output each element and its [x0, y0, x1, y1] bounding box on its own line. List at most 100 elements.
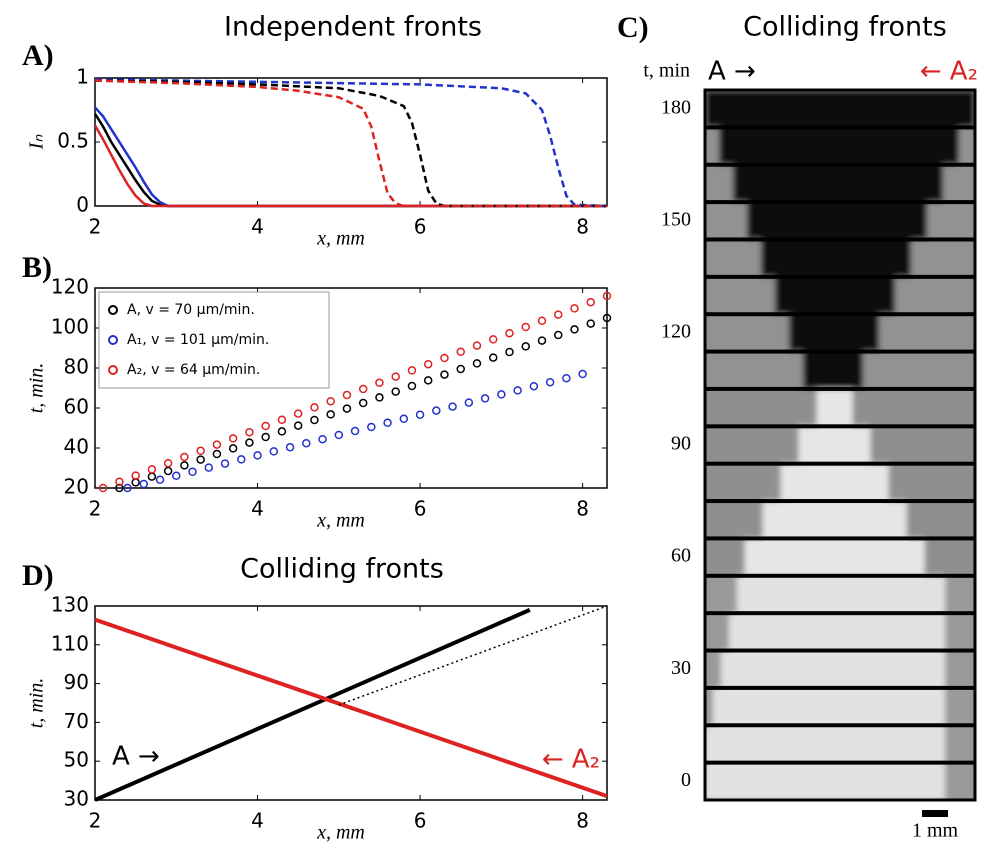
y-tick-label: 120 [51, 275, 89, 299]
kymo-dark [733, 165, 943, 202]
panel-label: A) [22, 39, 54, 72]
kymo-separator [705, 649, 975, 653]
kymo-separator [705, 237, 975, 241]
x-tick-label: 6 [414, 215, 427, 239]
x-tick-label: 8 [576, 497, 589, 521]
kymo-bright [705, 725, 975, 762]
panel-title: Colliding fronts [743, 12, 947, 43]
panel-label: C) [617, 11, 649, 44]
x-tick-label: 6 [414, 497, 427, 521]
kymo-bright [705, 651, 975, 688]
annotation: A → [112, 742, 160, 772]
kymo-bright [817, 389, 853, 426]
y-tick-label: 0.5 [57, 129, 89, 153]
y-tick-label: 70 [64, 709, 89, 733]
x-axis-label: x, mm [316, 228, 365, 250]
y-tick-label: 30 [671, 657, 691, 679]
kymo-separator [705, 163, 975, 167]
kymo-separator [705, 424, 975, 428]
y-tick-label: 1 [76, 65, 89, 89]
y-tick-label: 50 [64, 748, 89, 772]
annotation: ← A₂ [542, 745, 600, 775]
kymo-separator [705, 312, 975, 316]
kymo-bright [763, 501, 907, 538]
kymo-separator [705, 611, 975, 615]
kymo-separator [705, 686, 975, 690]
y-axis-label: t, min [643, 60, 690, 82]
y-tick-label: 90 [64, 670, 89, 694]
kymo-separator [705, 387, 975, 391]
kymo-dark [719, 127, 959, 164]
y-tick-label: 90 [671, 433, 691, 455]
y-tick-label: 60 [671, 545, 691, 567]
kymo-gray [945, 763, 975, 800]
kymo-dark [789, 314, 879, 351]
y-tick-label: 0 [76, 193, 89, 217]
kymo-gray [705, 613, 729, 650]
x-tick-label: 2 [89, 809, 102, 833]
kymo-gray [705, 576, 737, 613]
kymo-dark [705, 90, 975, 127]
kymo-separator [705, 462, 975, 466]
y-tick-label: 20 [64, 475, 89, 499]
y-tick-label: 120 [661, 320, 691, 342]
y-tick-label: 130 [51, 593, 89, 617]
legend-label: A, v = 70 μm/min. [127, 302, 255, 318]
x-tick-label: 2 [89, 215, 102, 239]
x-axis-label: x, mm [316, 822, 365, 844]
kymo-gray [945, 613, 975, 650]
annotation: ← A₂ [920, 57, 978, 87]
kymo-separator [705, 761, 975, 765]
kymo-bright [705, 763, 975, 800]
annotation: A → [708, 57, 756, 87]
scale-bar-label: 1 mm [912, 820, 959, 842]
kymo-separator [705, 723, 975, 727]
y-axis-label: t, min. [26, 363, 48, 414]
kymo-separator [705, 275, 975, 279]
x-axis-label: x, mm [316, 510, 365, 532]
x-tick-label: 4 [251, 497, 264, 521]
scale-bar [922, 810, 948, 817]
y-tick-label: 30 [64, 787, 89, 811]
kymo-bright [705, 613, 975, 650]
kymo-gray [945, 688, 975, 725]
kymo-gray [945, 651, 975, 688]
kymograph-image [695, 80, 983, 810]
y-tick-label: 60 [64, 395, 89, 419]
kymo-gray [945, 725, 975, 762]
x-tick-label: 6 [414, 809, 427, 833]
kymo-bright [705, 688, 975, 725]
kymo-gray [945, 576, 975, 613]
y-axis-label: t, min. [26, 678, 48, 729]
y-tick-label: 150 [661, 208, 691, 230]
kymo-bright [745, 538, 925, 575]
panel-title: Colliding fronts [240, 554, 444, 585]
panel-label: D) [22, 559, 54, 592]
y-tick-label: 0 [681, 769, 691, 791]
y-axis-label: Iₙ [26, 134, 48, 151]
y-tick-label: 40 [64, 435, 89, 459]
x-tick-label: 4 [251, 809, 264, 833]
kymo-separator [705, 499, 975, 503]
kymo-dark [761, 239, 911, 276]
x-tick-label: 8 [576, 809, 589, 833]
kymo-separator [705, 536, 975, 540]
panel-title: Independent fronts [224, 12, 482, 43]
kymo-separator [705, 574, 975, 578]
kymo-separator [705, 125, 975, 129]
kymo-dark [803, 352, 863, 389]
kymograph-content [695, 80, 983, 810]
figure: A) Independent fronts 2 4 6 8 0 0.5 1 x, mm Iₙ B) 2 4… [0, 0, 983, 844]
kymo-gray [705, 651, 721, 688]
kymo-separator [705, 350, 975, 354]
kymo-bright [781, 464, 889, 501]
y-tick-label: 110 [51, 631, 89, 655]
y-tick-label: 180 [661, 96, 691, 118]
kymo-separator [705, 200, 975, 204]
x-tick-label: 8 [576, 215, 589, 239]
panel-label: B) [22, 251, 52, 284]
y-tick-label: 100 [51, 315, 89, 339]
kymo-dark [747, 202, 927, 239]
x-tick-label: 4 [251, 215, 264, 239]
x-tick-label: 2 [89, 497, 102, 521]
